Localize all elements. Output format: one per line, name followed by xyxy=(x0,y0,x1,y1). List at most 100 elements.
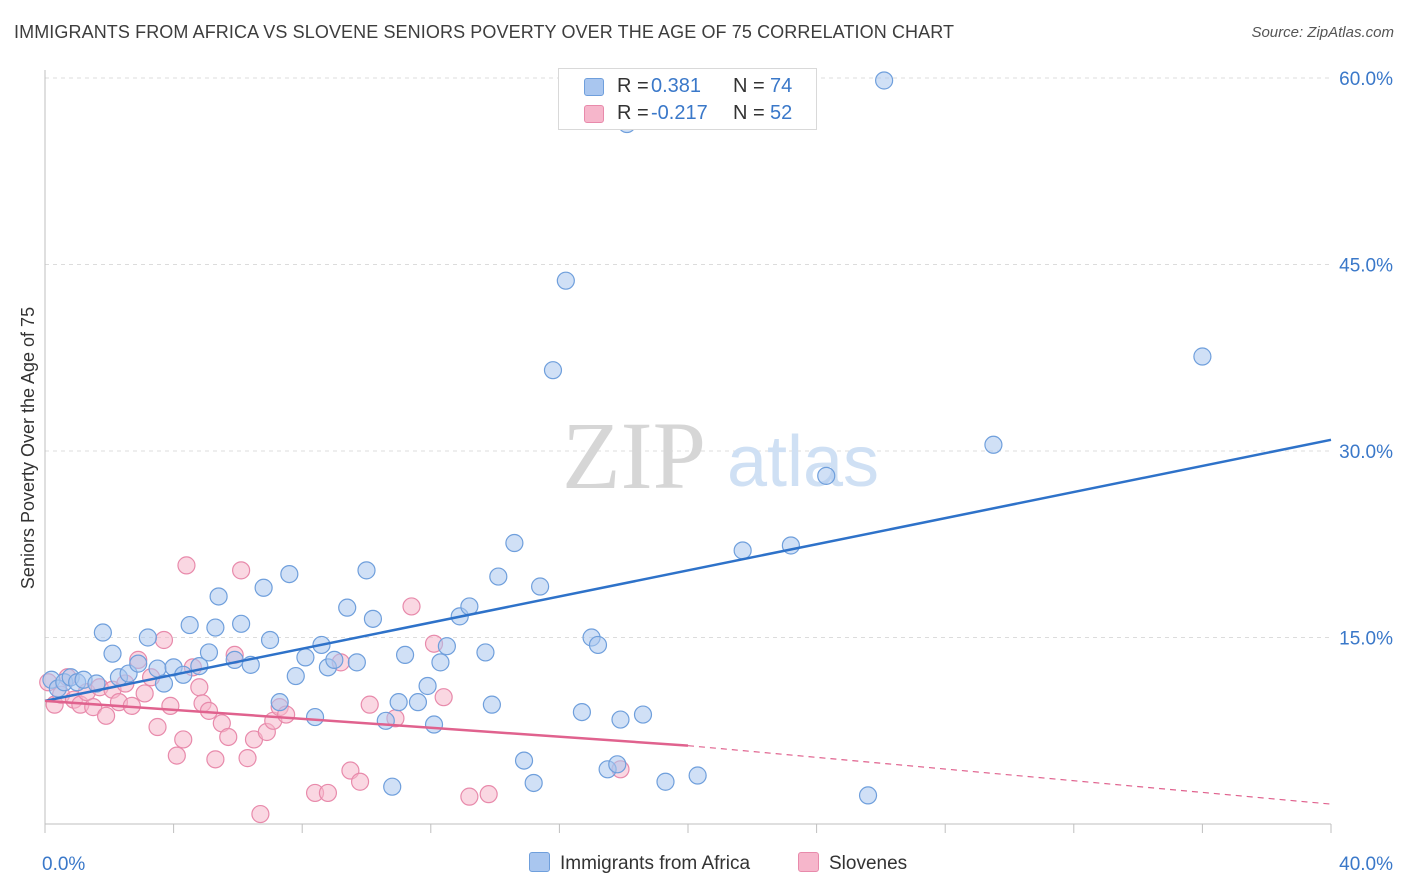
legend-r-value: -0.217 xyxy=(651,102,708,124)
slovenes-point xyxy=(148,717,167,737)
africa-point xyxy=(531,577,550,596)
x-axis-ticks xyxy=(44,824,1332,833)
chart-title: IMMIGRANTS FROM AFRICA VS SLOVENE SENIOR… xyxy=(14,22,955,42)
africa-points xyxy=(42,71,1212,805)
legend-r-label: R = xyxy=(617,75,649,97)
legend-swatch-africa xyxy=(584,78,604,96)
africa-point xyxy=(608,755,627,774)
africa-point xyxy=(286,666,305,686)
africa-point xyxy=(408,693,428,712)
slovenes-point xyxy=(318,783,338,803)
y-tick-label: 15.0% xyxy=(1339,629,1393,650)
legend-n-value: 52 xyxy=(770,102,793,124)
x-tick-label-min: 0.0% xyxy=(42,854,85,875)
africa-point xyxy=(93,623,112,642)
africa-point xyxy=(395,645,415,665)
africa-point xyxy=(209,587,228,606)
africa-point xyxy=(338,598,357,617)
africa-point xyxy=(305,707,325,727)
africa-trend-line xyxy=(44,438,1332,703)
slovenes-point xyxy=(174,730,193,749)
trend-lines xyxy=(44,438,1332,805)
legend-n-label: N = xyxy=(733,102,765,124)
africa-point xyxy=(254,578,273,597)
africa-point xyxy=(733,541,752,560)
africa-point xyxy=(688,766,707,785)
legend-item-slovenes: Slovenes xyxy=(798,852,907,875)
slovenes-trend-extension xyxy=(687,745,1332,805)
source-label: Source: ZipAtlas.com xyxy=(1251,24,1394,41)
legend-r-value: 0.381 xyxy=(651,75,702,97)
legend-swatch-africa xyxy=(529,852,550,872)
africa-point xyxy=(489,567,508,586)
africa-point xyxy=(389,693,408,712)
africa-point xyxy=(129,654,148,673)
watermark-zip: ZIP xyxy=(562,402,706,509)
africa-point xyxy=(424,715,444,734)
legend-item-africa: Immigrants from Africa xyxy=(529,852,750,875)
slovenes-point xyxy=(460,787,479,806)
slovenes-point xyxy=(238,749,257,768)
legend-r-label: R = xyxy=(617,102,649,124)
stats-legend: R = 0.381 N = 74 R = -0.217 N = 52 xyxy=(558,68,817,130)
slovenes-point xyxy=(360,695,379,714)
legend-label-slovenes: Slovenes xyxy=(829,853,908,874)
slovenes-point xyxy=(154,630,174,650)
africa-point xyxy=(260,630,280,650)
africa-point xyxy=(556,271,575,290)
legend-swatch-slovenes xyxy=(798,852,819,872)
africa-point xyxy=(138,628,157,647)
africa-point xyxy=(572,702,592,722)
legend-label-africa: Immigrants from Africa xyxy=(560,853,751,874)
africa-point xyxy=(817,466,836,485)
africa-point xyxy=(514,751,534,770)
africa-point xyxy=(357,561,376,580)
y-tick-label: 30.0% xyxy=(1339,442,1393,463)
africa-point xyxy=(232,614,251,633)
africa-point xyxy=(363,609,383,628)
africa-point xyxy=(1193,347,1212,366)
slovenes-point xyxy=(350,772,370,791)
slovenes-point xyxy=(167,746,186,765)
slovenes-point xyxy=(161,696,180,715)
slovenes-point xyxy=(251,804,270,824)
slovenes-point xyxy=(135,684,154,703)
africa-point xyxy=(524,773,543,793)
africa-point xyxy=(431,653,450,672)
africa-point xyxy=(611,710,630,729)
africa-point xyxy=(270,693,289,712)
slovenes-point xyxy=(434,688,453,707)
africa-point xyxy=(383,777,402,796)
y-tick-label: 45.0% xyxy=(1339,256,1393,277)
africa-point xyxy=(347,653,366,672)
africa-point xyxy=(325,650,344,669)
y-axis-label: Seniors Poverty Over the Age of 75 xyxy=(18,307,38,589)
watermark-atlas: atlas xyxy=(727,422,879,502)
africa-point xyxy=(87,674,106,693)
x-tick-label-max: 40.0% xyxy=(1339,854,1393,875)
slovenes-point xyxy=(479,785,498,804)
y-tick-label: 60.0% xyxy=(1339,69,1393,90)
africa-point xyxy=(875,71,894,90)
africa-point xyxy=(280,564,299,584)
slovenes-trend-line xyxy=(44,699,689,747)
africa-point xyxy=(476,643,495,662)
africa-point xyxy=(376,711,395,730)
slovenes-point xyxy=(96,706,116,725)
africa-point xyxy=(505,533,524,553)
slovenes-point xyxy=(190,678,209,697)
africa-point xyxy=(206,618,225,637)
africa-point xyxy=(180,615,199,635)
slovenes-point xyxy=(232,561,251,580)
africa-point xyxy=(103,644,122,663)
legend-n-value: 74 xyxy=(770,75,793,97)
legend-n-label: N = xyxy=(733,75,765,97)
africa-point xyxy=(984,435,1003,454)
legend-row-slovenes: R = -0.217 N = 52 xyxy=(559,102,816,126)
africa-point xyxy=(588,635,608,655)
watermark: ZIP atlas xyxy=(562,402,879,509)
africa-point xyxy=(154,674,174,693)
africa-point xyxy=(225,650,244,669)
africa-point xyxy=(418,676,437,696)
